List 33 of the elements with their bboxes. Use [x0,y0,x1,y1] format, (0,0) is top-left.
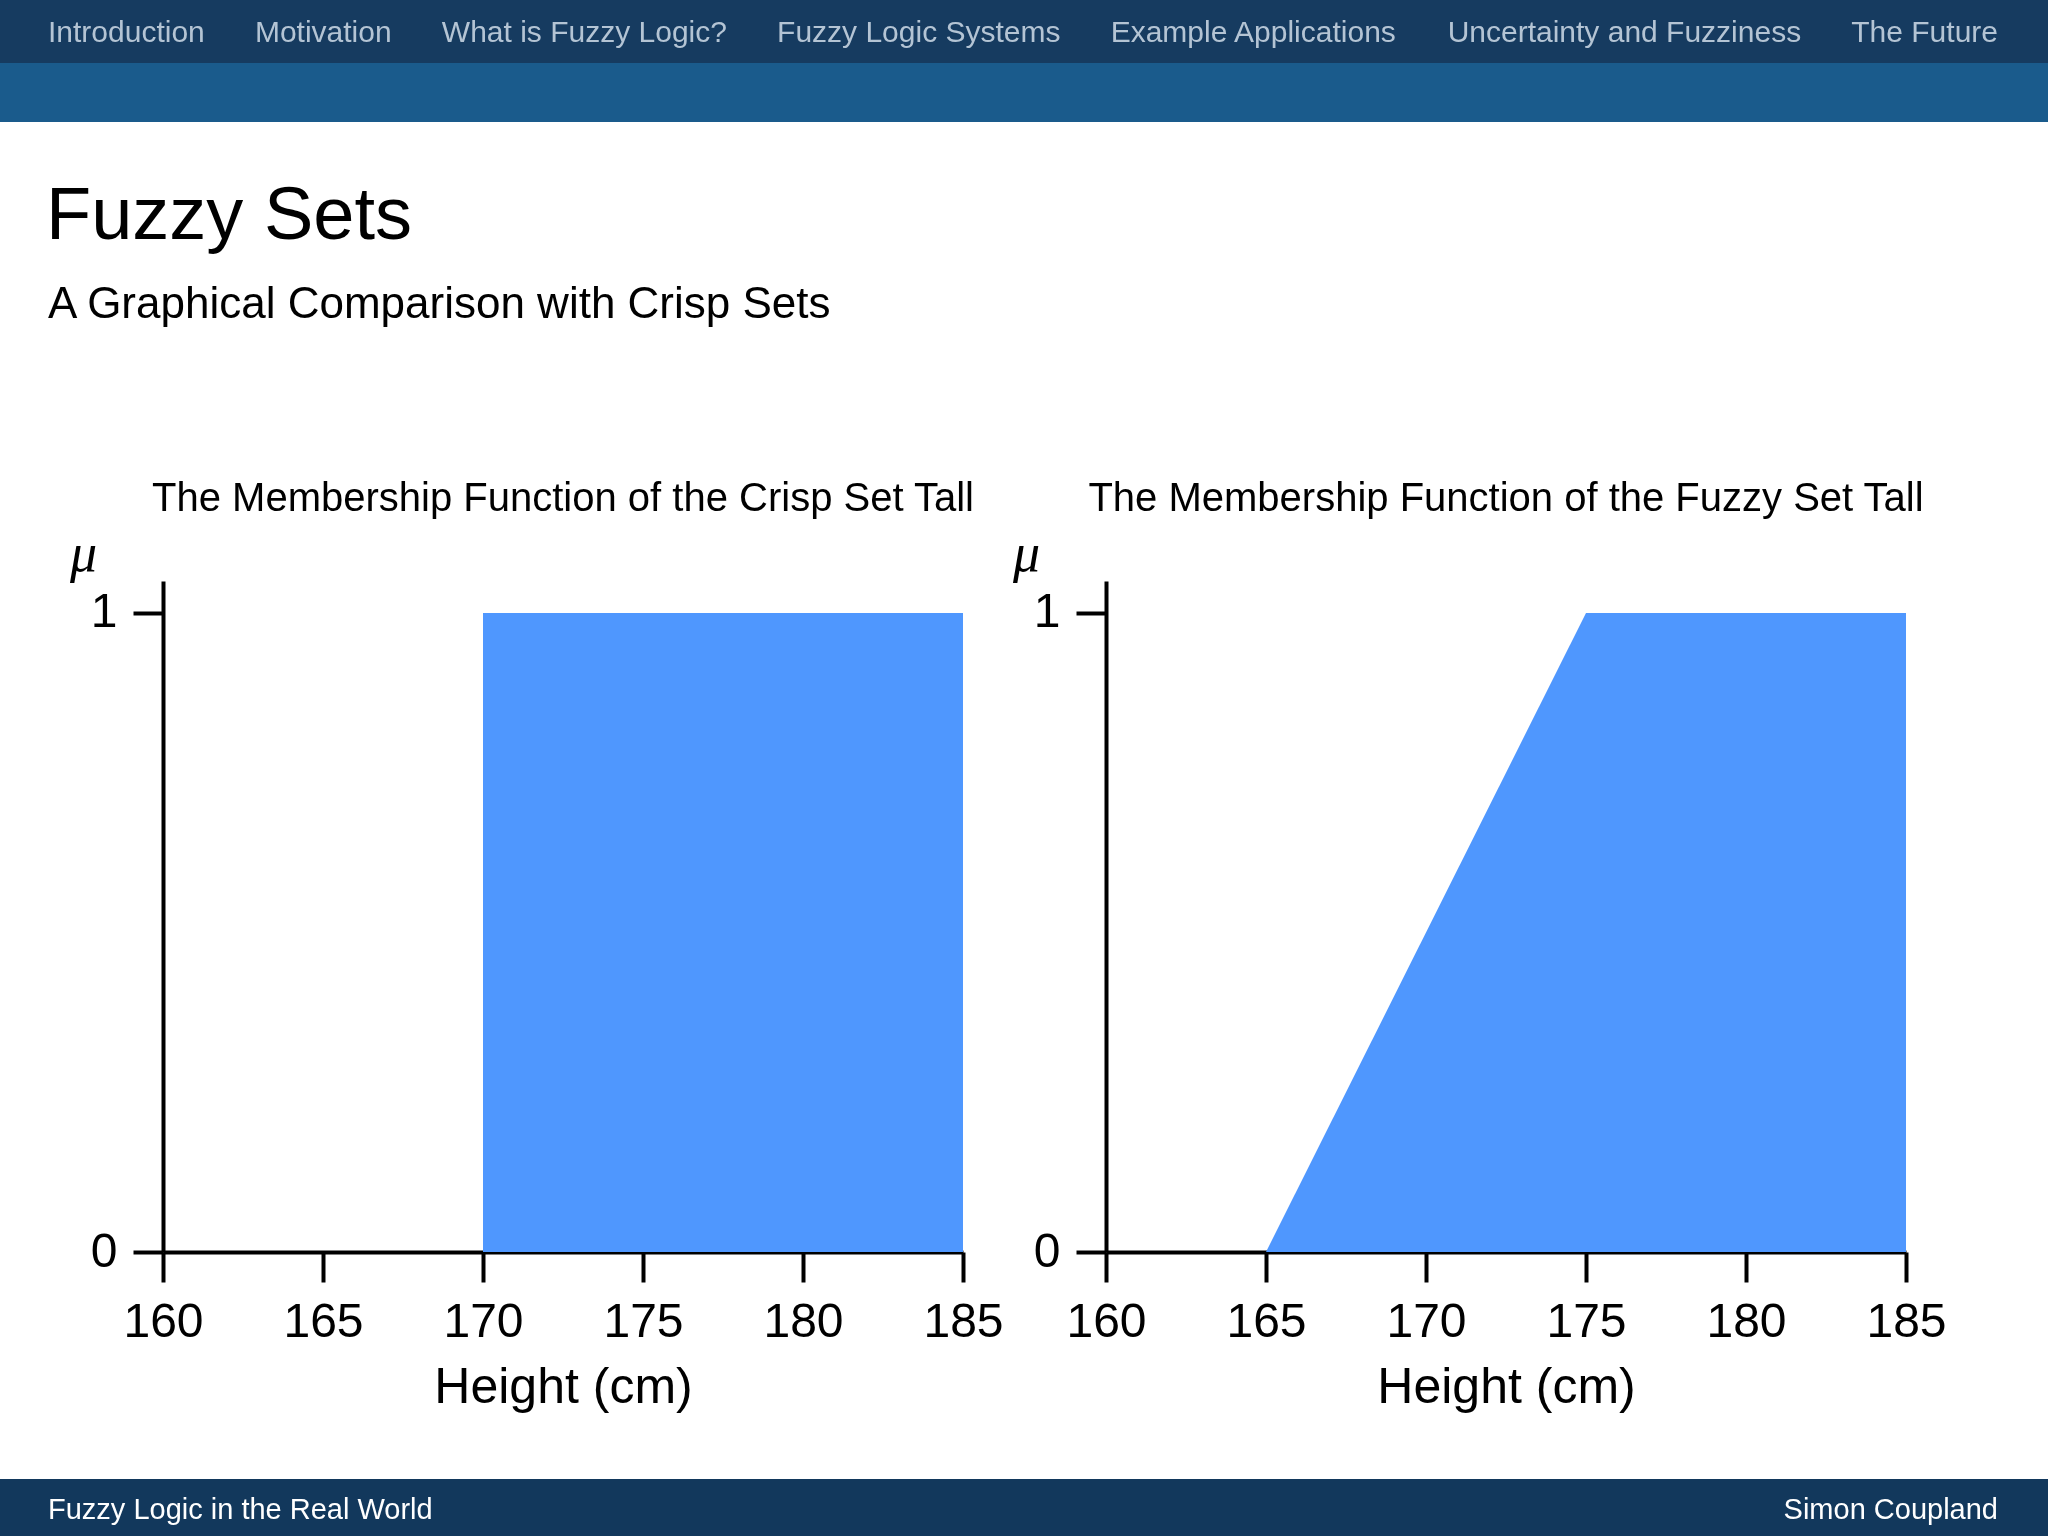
text: Simon Coupland [1783,1493,1998,1525]
x-axis-title: Height (cm) [1377,1357,1636,1414]
category-label: Motivation [254,15,392,48]
x-tick-label: 180 [1706,1293,1787,1347]
x-tick-label: 180 [763,1293,844,1347]
x-tick-label: 165 [1226,1293,1307,1347]
y-tick-label: 1 [90,584,118,638]
category-label: Uncertainty and Fuzziness [1447,15,1802,48]
y-tick-label: 0 [1033,1223,1061,1277]
text: Fuzzy Logic in the Real World [48,1493,433,1525]
category-label: Example Applications [1110,15,1396,48]
x-tick-label: 165 [283,1293,364,1347]
x-tick-label: 170 [443,1293,524,1347]
category-label: Fuzzy Logic Systems [777,15,1061,48]
chart-title: The Membership Function of the Fuzzy Set Tall [1088,475,1924,519]
x-tick-label: 175 [1546,1293,1627,1347]
x-tick-label: 160 [1066,1293,1147,1347]
x-tick-label: 170 [1386,1293,1467,1347]
x-tick-label: 185 [1866,1293,1947,1347]
text: A Graphical Comparison with Crisp Sets [48,278,831,327]
chart-title: The Membership Function of the Crisp Set Tall [152,475,974,519]
y-axis-title: μ [68,522,98,583]
x-tick-label: 175 [603,1293,684,1347]
y-tick-label: 0 [90,1223,118,1277]
category-label: The Future [1851,15,1998,48]
category-label: What is Fuzzy Logic? [441,15,727,48]
x-tick-label: 160 [123,1293,204,1347]
y-axis-title: μ [1011,522,1041,583]
x-tick-label: 185 [923,1293,1004,1347]
x-axis-title: Height (cm) [434,1357,693,1414]
category-label: Introduction [48,15,205,48]
y-tick-label: 1 [1033,584,1061,638]
text: Fuzzy Sets [46,172,412,255]
